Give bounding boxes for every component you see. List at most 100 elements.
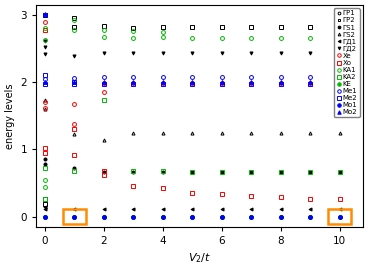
- Line: ГД1: ГД1: [43, 206, 341, 211]
- ГД1: [72, 208, 77, 211]
- ГР1: [43, 215, 47, 218]
- Мо1: [131, 215, 135, 218]
- ГД2: [190, 51, 194, 54]
- КЕ: [102, 215, 106, 218]
- ГД2: [131, 51, 135, 54]
- КР1: [72, 18, 77, 21]
- ГР2: [72, 25, 77, 29]
- ГД2: [279, 51, 283, 54]
- КР2: [160, 169, 165, 173]
- Д2: [43, 29, 47, 32]
- ГЅ1: [131, 171, 135, 174]
- ГД1: [131, 208, 135, 211]
- ГР1: [131, 215, 135, 218]
- Д1: [102, 81, 106, 85]
- МЅ1: [43, 77, 47, 80]
- МЅ1: [102, 76, 106, 79]
- КЕ: [131, 215, 135, 218]
- ГР2: [43, 198, 47, 201]
- ГР1: [160, 215, 165, 218]
- МЅ1: [160, 76, 165, 79]
- ГЅ2: [249, 131, 254, 134]
- ГД2: [43, 46, 47, 49]
- Мо1: [249, 215, 254, 218]
- КЕ: [279, 215, 283, 218]
- ГР2: [337, 25, 342, 29]
- Мо2: [131, 80, 135, 84]
- ГР2: [43, 13, 47, 16]
- ГД2: [219, 51, 224, 54]
- КЕ: [219, 215, 224, 218]
- ГР2: [43, 202, 47, 205]
- Д2: [43, 146, 47, 150]
- КР1: [131, 37, 135, 40]
- МЅ2: [160, 82, 165, 85]
- ГР1: [279, 215, 283, 218]
- Д1: [72, 102, 77, 105]
- Мо1: [160, 215, 165, 218]
- Д2: [279, 195, 283, 199]
- Д2: [102, 169, 106, 173]
- ГЅ2: [279, 131, 283, 134]
- МЅ2: [131, 82, 135, 85]
- Мо2: [160, 80, 165, 84]
- МЅ2: [249, 82, 254, 85]
- КЕ: [72, 215, 77, 218]
- Мо2: [43, 13, 47, 16]
- МЅ1: [190, 76, 194, 79]
- ГД2: [72, 54, 77, 58]
- ГЅ1: [219, 171, 224, 174]
- ГД2: [160, 51, 165, 54]
- ГД1: [190, 208, 194, 211]
- ГР2: [102, 25, 106, 28]
- КЕ: [190, 215, 194, 218]
- КР1: [160, 31, 165, 34]
- Мо2: [279, 80, 283, 84]
- Д1: [43, 100, 47, 103]
- ГР2: [219, 25, 224, 29]
- МЅ1: [249, 76, 254, 79]
- Д1: [219, 81, 224, 85]
- Line: ГЅ2: ГЅ2: [43, 99, 341, 141]
- ГЅ1: [160, 171, 165, 174]
- Д2: [131, 184, 135, 187]
- МЅ2: [43, 74, 47, 77]
- КР2: [279, 170, 283, 173]
- КР2: [249, 170, 254, 173]
- Line: КЕ: КЕ: [43, 215, 342, 219]
- КР1: [249, 37, 254, 40]
- ГД2: [43, 39, 47, 43]
- ГР1: [102, 215, 106, 218]
- Line: Д1: Д1: [43, 20, 342, 126]
- Д1: [43, 20, 47, 23]
- ГЅ1: [337, 171, 342, 174]
- КР1: [219, 37, 224, 40]
- Д2: [43, 152, 47, 155]
- КЕ: [43, 215, 47, 218]
- Line: Мо1: Мо1: [43, 215, 342, 219]
- КР1: [102, 36, 106, 39]
- КР1: [308, 37, 312, 40]
- ГР2: [279, 25, 283, 29]
- ГД1: [249, 208, 254, 211]
- Line: ГД2: ГД2: [43, 40, 341, 58]
- КР1: [337, 37, 342, 40]
- КР1: [43, 27, 47, 30]
- КЕ: [337, 215, 342, 218]
- КЕ: [160, 215, 165, 218]
- МЅ2: [72, 83, 77, 86]
- Д1: [249, 81, 254, 85]
- МЅ1: [337, 76, 342, 79]
- Line: МЅ2: МЅ2: [43, 73, 342, 86]
- КР2: [43, 167, 47, 170]
- ГР2: [131, 26, 135, 29]
- Мо1: [308, 215, 312, 218]
- Д1: [308, 81, 312, 85]
- Line: ГР1: ГР1: [43, 215, 341, 218]
- Д2: [337, 198, 342, 201]
- Мо1: [337, 215, 342, 218]
- Д2: [308, 197, 312, 200]
- Д2: [72, 153, 77, 156]
- Мо1: [72, 215, 77, 218]
- ГД2: [43, 52, 47, 56]
